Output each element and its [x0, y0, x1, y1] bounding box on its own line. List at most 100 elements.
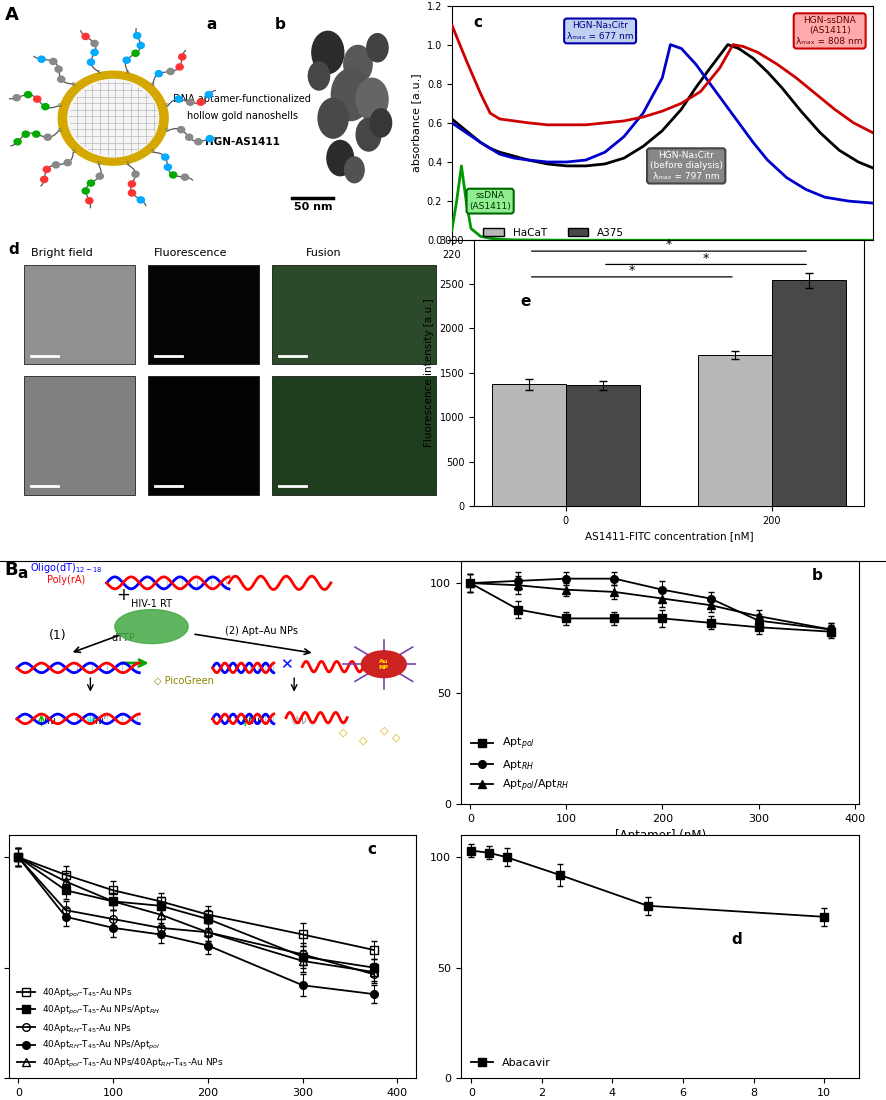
Line: 40Apt$_{pol}$-T$_{45}$-Au NPs/40Apt$_{RH}$-T$_{45}$-Au NPs: 40Apt$_{pol}$-T$_{45}$-Au NPs/40Apt$_{RH…: [14, 854, 377, 976]
Bar: [25, 375, 135, 495]
40Apt$_{pol}$-T$_{45}$-Au NPs/Apt$_{RH}$: [369, 961, 379, 975]
Text: b: b: [275, 18, 285, 32]
Y-axis label: Fluorescence intensity [a.u.]: Fluorescence intensity [a.u.]: [424, 298, 434, 448]
Text: Fusion: Fusion: [306, 248, 341, 257]
Text: hollow gold nanoshells: hollow gold nanoshells: [187, 111, 298, 121]
Circle shape: [88, 59, 95, 65]
Circle shape: [195, 139, 202, 145]
Text: $h\nu$: $h\nu$: [246, 714, 260, 726]
Circle shape: [14, 139, 21, 145]
40Apt$_{pol}$-T$_{45}$-Au NPs/40Apt$_{RH}$-T$_{45}$-Au NPs: [60, 874, 71, 888]
40Apt$_{pol}$-T$_{45}$-Au NPs: [203, 908, 214, 921]
Circle shape: [91, 41, 98, 46]
Text: S: S: [72, 150, 76, 154]
40Apt$_{pol}$-T$_{45}$-Au NPs/40Apt$_{RH}$-T$_{45}$-Au NPs: [298, 955, 308, 968]
Circle shape: [91, 50, 98, 55]
Text: c: c: [473, 15, 482, 30]
Abacavir: [642, 899, 653, 912]
Circle shape: [370, 109, 392, 138]
Text: 50 nm: 50 nm: [293, 201, 332, 211]
Circle shape: [344, 45, 372, 82]
40Apt$_{RH}$-T$_{45}$-Au NPs: [203, 926, 214, 939]
Text: ✕: ✕: [280, 657, 292, 672]
Circle shape: [137, 197, 144, 202]
40Apt$_{RH}$-T$_{45}$-Au NPs: [60, 903, 71, 916]
40Apt$_{pol}$-T$_{45}$-Au NPs/Apt$_{RH}$: [13, 850, 24, 864]
Circle shape: [179, 54, 186, 60]
40Apt$_{pol}$-T$_{45}$-Au NPs/40Apt$_{RH}$-T$_{45}$-Au NPs: [369, 966, 379, 979]
Circle shape: [13, 95, 20, 101]
Text: $h\nu'$: $h\nu'$: [90, 714, 106, 726]
Text: Fluorescence: Fluorescence: [154, 248, 227, 257]
Text: HIV-1 RT: HIV-1 RT: [131, 600, 172, 609]
Text: S: S: [126, 70, 129, 75]
Apt$_{pol}$/Apt$_{RH}$: [465, 576, 476, 590]
40Apt$_{pol}$-T$_{45}$-Au NPs: [60, 868, 71, 881]
Text: HGN-Na₃Citr
(before dialysis)
λₘₐₓ = 797 nm: HGN-Na₃Citr (before dialysis) λₘₐₓ = 797…: [649, 151, 723, 180]
Line: 40Apt$_{pol}$-T$_{45}$-Au NPs/Apt$_{RH}$: 40Apt$_{pol}$-T$_{45}$-Au NPs/Apt$_{RH}$: [14, 854, 377, 971]
Apt$_{RH}$: [657, 583, 668, 596]
Circle shape: [169, 172, 176, 178]
Circle shape: [356, 118, 381, 151]
Circle shape: [132, 172, 139, 177]
Circle shape: [182, 174, 189, 180]
Legend: 40Apt$_{pol}$-T$_{45}$-Au NPs, 40Apt$_{pol}$-T$_{45}$-Au NPs/Apt$_{RH}$, 40Apt$_: 40Apt$_{pol}$-T$_{45}$-Au NPs, 40Apt$_{p…: [13, 982, 228, 1074]
Abacavir: [555, 868, 565, 881]
Apt$_{pol}$: [753, 620, 764, 634]
40Apt$_{pol}$-T$_{45}$-Au NPs: [13, 850, 24, 864]
Line: Apt$_{pol}$: Apt$_{pol}$: [467, 580, 835, 636]
Text: S: S: [97, 70, 101, 75]
Circle shape: [25, 91, 32, 98]
Text: Oligo(dT)$_{12-18}$: Oligo(dT)$_{12-18}$: [30, 561, 102, 574]
Text: Au
NP: Au NP: [379, 659, 389, 670]
X-axis label: wavelength [nm]: wavelength [nm]: [615, 265, 710, 275]
40Apt$_{RH}$-T$_{45}$-Au NPs: [108, 912, 119, 925]
Circle shape: [312, 31, 344, 74]
Line: Apt$_{RH}$: Apt$_{RH}$: [467, 575, 835, 634]
Bar: [698, 355, 772, 506]
Text: *: *: [665, 239, 672, 252]
40Apt$_{RH}$-T$_{45}$-Au NPs/Apt$_{pol}$: [13, 850, 24, 864]
Circle shape: [206, 135, 214, 142]
40Apt$_{pol}$-T$_{45}$-Au NPs: [298, 928, 308, 942]
Apt$_{pol}$/Apt$_{RH}$: [513, 579, 524, 592]
Text: B: B: [4, 561, 18, 579]
Circle shape: [345, 157, 364, 183]
Apt$_{pol}$/Apt$_{RH}$: [657, 592, 668, 605]
Line: 40Apt$_{RH}$-T$_{45}$-Au NPs: 40Apt$_{RH}$-T$_{45}$-Au NPs: [14, 854, 377, 978]
Circle shape: [43, 166, 51, 173]
Circle shape: [38, 56, 45, 63]
Circle shape: [44, 134, 51, 141]
Apt$_{RH}$: [465, 576, 476, 590]
40Apt$_{pol}$-T$_{45}$-Au NPs/40Apt$_{RH}$-T$_{45}$-Au NPs: [155, 908, 166, 921]
Legend: HaCaT, A375: HaCaT, A375: [479, 223, 628, 242]
Circle shape: [177, 126, 184, 133]
Bar: [25, 264, 135, 364]
Apt$_{RH}$: [561, 572, 571, 585]
Circle shape: [186, 134, 193, 141]
Text: S: S: [126, 162, 129, 166]
Circle shape: [55, 66, 62, 73]
Line: Apt$_{pol}$/Apt$_{RH}$: Apt$_{pol}$/Apt$_{RH}$: [467, 580, 835, 634]
Abacavir: [466, 844, 477, 857]
Apt$_{pol}$: [705, 616, 716, 629]
Circle shape: [22, 131, 29, 138]
Text: a: a: [17, 565, 27, 581]
Bar: [566, 385, 640, 506]
Text: ssDNA
(AS1411): ssDNA (AS1411): [470, 191, 511, 211]
40Apt$_{pol}$-T$_{45}$-Au NPs/40Apt$_{RH}$-T$_{45}$-Au NPs: [203, 926, 214, 939]
Circle shape: [52, 162, 59, 168]
Text: S: S: [165, 103, 168, 109]
Circle shape: [82, 33, 89, 40]
Circle shape: [187, 99, 194, 106]
Text: ◇ PicoGreen: ◇ PicoGreen: [154, 675, 214, 685]
Apt$_{pol}$: [465, 576, 476, 590]
40Apt$_{RH}$-T$_{45}$-Au NPs: [298, 948, 308, 961]
Circle shape: [123, 57, 130, 63]
Apt$_{pol}$: [609, 612, 619, 625]
Apt$_{pol}$: [513, 603, 524, 616]
Text: S: S: [58, 103, 62, 109]
Circle shape: [41, 176, 48, 183]
Circle shape: [128, 180, 136, 187]
Apt$_{RH}$: [513, 574, 524, 587]
